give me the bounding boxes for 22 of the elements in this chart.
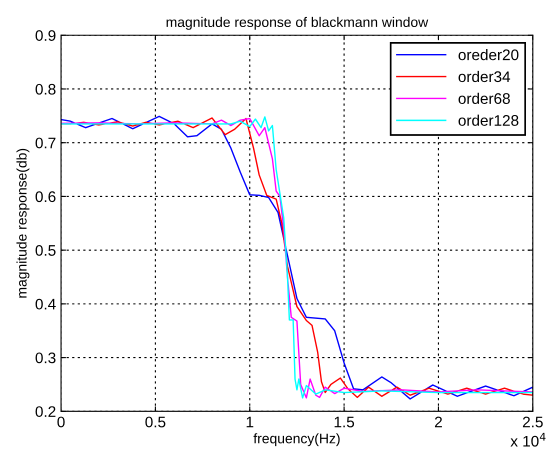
x-tick-label: 2.5 (522, 416, 543, 428)
y-tick-label: 0.9 (36, 30, 56, 41)
x-axis-title: frequency(Hz) (254, 433, 340, 446)
x-tick-label: 1 (246, 416, 254, 428)
chart-title: magnitude response of blackmann window (166, 16, 428, 30)
legend-label: order68 (458, 92, 510, 104)
x-tick-label: 0 (57, 416, 65, 428)
y-tick-label: 0.3 (36, 352, 56, 364)
y-tick-label: 0.8 (36, 84, 56, 95)
x-tick-label: 1.5 (334, 416, 354, 428)
y-tick-label: 0.7 (36, 138, 56, 148)
x-tick-label: 2 (434, 416, 442, 428)
y-axis-title: magnitude response(db) (16, 148, 30, 298)
x-tick-label: 0.5 (145, 416, 166, 428)
text: x 10$^{4}$ (510, 432, 546, 447)
y-tick-label: 0.2 (36, 406, 56, 418)
legend-label: order128 (458, 114, 518, 126)
y-tick-label: 0.6 (36, 191, 56, 202)
legend-label: order34 (458, 70, 510, 82)
y-tick-label: 0.5 (36, 245, 56, 256)
y-tick-label: 0.4 (36, 298, 56, 310)
legend-label: oreder20 (458, 49, 518, 60)
